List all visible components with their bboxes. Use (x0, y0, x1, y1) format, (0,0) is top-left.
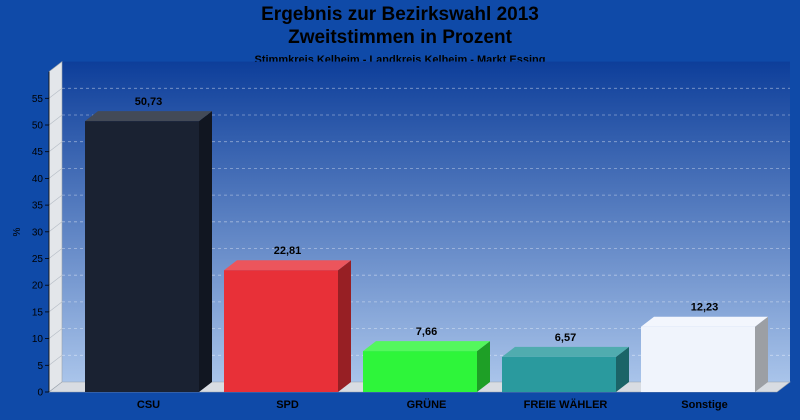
bar-spd (224, 260, 351, 392)
chart-subtitle: Zweitstimmen in Prozent (288, 27, 512, 48)
bar-top (502, 346, 629, 357)
bar-top (85, 111, 212, 122)
bar-gr-ne (363, 341, 490, 392)
bar-front (502, 356, 616, 392)
side-gridline (48, 194, 63, 206)
side-gridline (48, 141, 63, 152)
category-label: CSU (137, 399, 160, 411)
value-label: 6,57 (555, 332, 576, 344)
bar-sonstige (641, 316, 768, 392)
y-tick-label: 50 (32, 121, 44, 132)
bar-side (616, 346, 629, 392)
bar-freie-w-hler (502, 346, 629, 392)
y-tick-label: 30 (32, 227, 44, 238)
value-label: 12,23 (691, 302, 719, 314)
category-label: Sonstige (681, 399, 727, 411)
bar-front (363, 351, 477, 392)
value-label: 22,81 (274, 245, 302, 257)
y-tick-label: 35 (32, 201, 44, 212)
y-tick-label: 0 (37, 388, 43, 399)
bar-front (224, 270, 338, 392)
category-label: GRÜNE (407, 398, 447, 411)
bar-side (755, 316, 768, 392)
y-tick-label: 15 (32, 307, 44, 318)
side-gridline (48, 114, 63, 126)
side-gridline (48, 355, 63, 366)
bar-csu (85, 111, 212, 392)
y-tick-label: 10 (32, 334, 44, 345)
y-axis-label: % (12, 227, 23, 236)
side-gridline (48, 328, 63, 339)
side-gridline (48, 168, 63, 179)
y-tick-label: 45 (32, 147, 44, 158)
value-label: 50,73 (135, 96, 163, 108)
category-label: FREIE WÄHLER (524, 398, 608, 411)
bar-top (641, 316, 768, 327)
bar-side (199, 111, 212, 392)
chart-title: Ergebnis zur Bezirkswahl 2013 (261, 4, 539, 25)
y-tick-label: 55 (32, 94, 44, 105)
y-tick-label: 40 (32, 174, 44, 185)
side-gridline (48, 248, 63, 259)
y-tick-label: 5 (37, 361, 43, 372)
y-tick-label: 25 (32, 254, 44, 265)
y-tick-label: 20 (32, 281, 44, 292)
side-gridline (48, 274, 63, 286)
side-gridline (48, 88, 63, 99)
bar-front (85, 121, 199, 392)
side-gridline (48, 221, 63, 233)
category-label: SPD (276, 399, 299, 411)
bar-side (338, 260, 351, 392)
bar-side (477, 341, 490, 392)
bar-front (641, 326, 755, 392)
bar-top (363, 341, 490, 352)
bar-top (224, 260, 351, 271)
side-gridline (48, 301, 63, 313)
value-label: 7,66 (416, 326, 437, 338)
